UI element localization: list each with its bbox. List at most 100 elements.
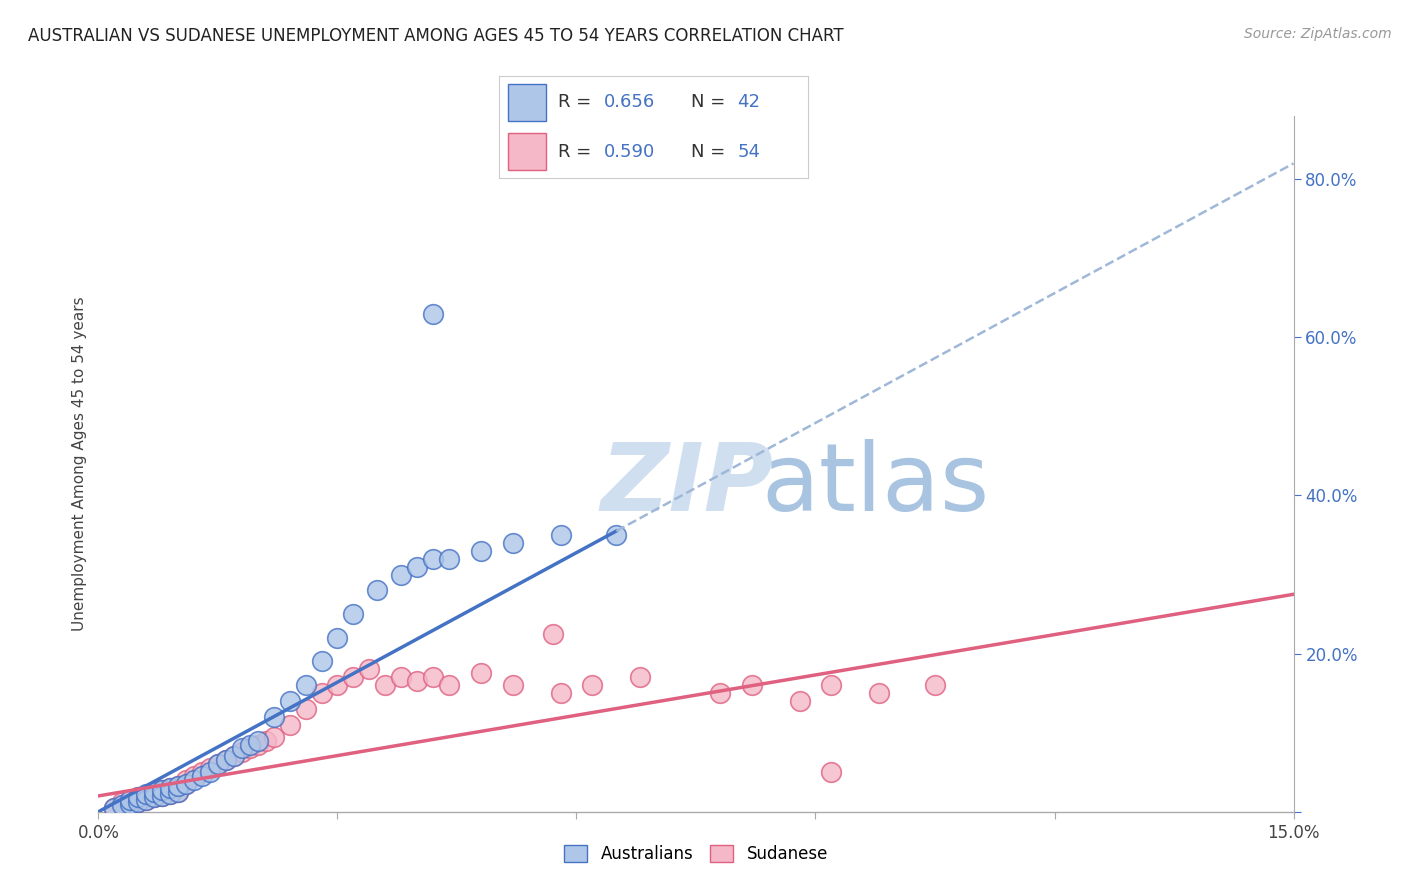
Text: atlas: atlas	[762, 439, 990, 531]
Point	[215, 753, 238, 767]
Point	[143, 790, 166, 805]
Point	[359, 662, 381, 676]
Point	[366, 583, 388, 598]
Point	[422, 551, 444, 566]
Point	[143, 785, 166, 799]
Point	[374, 678, 396, 692]
Point	[741, 678, 763, 692]
Point	[326, 678, 349, 692]
Point	[174, 773, 197, 788]
Point	[239, 741, 262, 756]
Point	[135, 793, 157, 807]
Point	[254, 733, 277, 747]
Point	[868, 686, 890, 700]
Point	[167, 785, 190, 799]
Point	[406, 674, 429, 689]
Point	[294, 702, 316, 716]
Point	[159, 788, 181, 801]
Point	[389, 670, 412, 684]
Point	[239, 738, 262, 752]
Point	[127, 790, 149, 805]
Point	[550, 528, 572, 542]
Point	[127, 795, 149, 809]
Point	[127, 790, 149, 805]
Point	[127, 795, 149, 809]
Point	[191, 769, 214, 783]
Point	[150, 789, 173, 803]
Text: 42: 42	[737, 94, 761, 112]
Point	[167, 780, 190, 794]
Point	[541, 627, 564, 641]
Point	[159, 780, 181, 795]
Point	[422, 307, 444, 321]
Point	[103, 801, 125, 815]
Point	[198, 765, 221, 780]
Point	[174, 777, 197, 791]
Point	[198, 761, 221, 775]
Point	[502, 536, 524, 550]
Point	[174, 777, 197, 791]
Text: 54: 54	[737, 143, 761, 161]
Point	[143, 790, 166, 805]
Point	[135, 788, 157, 801]
Point	[389, 567, 412, 582]
Point	[150, 782, 173, 797]
Point	[470, 666, 492, 681]
Point	[183, 773, 205, 788]
Point	[135, 793, 157, 807]
Legend: Australians, Sudanese: Australians, Sudanese	[557, 838, 835, 870]
Text: 0.590: 0.590	[605, 143, 655, 161]
Text: ZIP: ZIP	[600, 439, 773, 531]
Point	[326, 631, 349, 645]
Point	[422, 670, 444, 684]
Point	[207, 757, 229, 772]
Point	[278, 717, 301, 731]
Point	[924, 678, 946, 692]
Text: 0.656: 0.656	[605, 94, 655, 112]
Point	[159, 780, 181, 795]
Point	[103, 801, 125, 815]
Point	[789, 694, 811, 708]
Point	[246, 738, 269, 752]
Text: R =: R =	[558, 94, 598, 112]
Point	[207, 757, 229, 772]
Bar	[509, 84, 546, 121]
Point	[183, 769, 205, 783]
Point	[111, 795, 134, 809]
Point	[159, 788, 181, 801]
Bar	[509, 133, 546, 170]
Point	[215, 753, 238, 767]
Point	[111, 798, 134, 813]
Point	[111, 798, 134, 813]
Point	[246, 733, 269, 747]
Text: Source: ZipAtlas.com: Source: ZipAtlas.com	[1244, 27, 1392, 41]
Point	[143, 785, 166, 799]
Point	[167, 785, 190, 799]
Point	[294, 678, 316, 692]
Point	[263, 730, 285, 744]
Y-axis label: Unemployment Among Ages 45 to 54 years: Unemployment Among Ages 45 to 54 years	[72, 296, 87, 632]
Point	[120, 797, 142, 811]
Point	[120, 797, 142, 811]
Point	[820, 765, 842, 780]
Point	[150, 782, 173, 797]
Point	[470, 543, 492, 558]
Point	[709, 686, 731, 700]
Point	[437, 678, 460, 692]
Point	[437, 551, 460, 566]
Point	[406, 559, 429, 574]
Point	[150, 789, 173, 803]
Point	[342, 670, 364, 684]
Text: N =: N =	[690, 94, 731, 112]
Point	[502, 678, 524, 692]
Point	[120, 793, 142, 807]
Text: AUSTRALIAN VS SUDANESE UNEMPLOYMENT AMONG AGES 45 TO 54 YEARS CORRELATION CHART: AUSTRALIAN VS SUDANESE UNEMPLOYMENT AMON…	[28, 27, 844, 45]
Point	[311, 686, 333, 700]
Point	[231, 746, 253, 760]
Point	[342, 607, 364, 621]
Point	[191, 765, 214, 780]
Point	[581, 678, 603, 692]
Point	[628, 670, 651, 684]
Point	[278, 694, 301, 708]
Text: N =: N =	[690, 143, 731, 161]
